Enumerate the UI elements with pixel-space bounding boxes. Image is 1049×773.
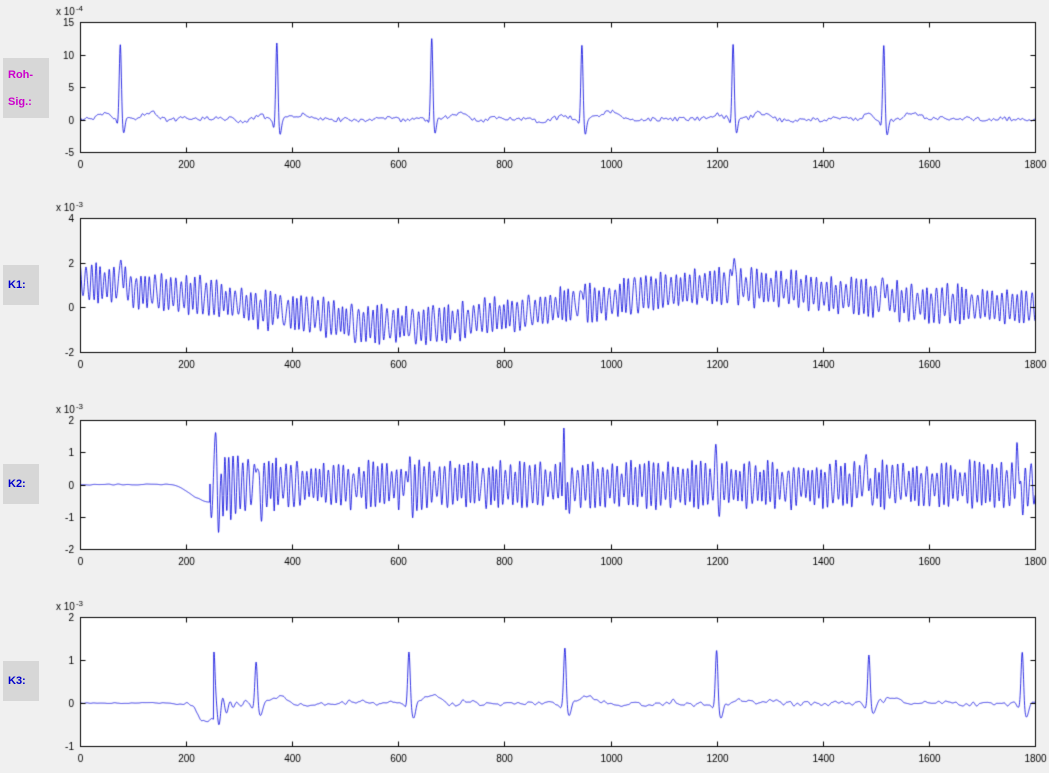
plot-row-roh-sig xyxy=(0,2,1049,176)
k1-plot-canvas xyxy=(0,198,1049,376)
plot-row-k1 xyxy=(0,198,1049,376)
label-k1-text: K1: xyxy=(8,279,26,291)
k3-plot-canvas xyxy=(0,597,1049,770)
plot-row-k3 xyxy=(0,597,1049,770)
roh-sig-plot-canvas xyxy=(0,2,1049,176)
label-roh-line2: Sig.: xyxy=(8,95,32,108)
label-k1: K1: xyxy=(3,265,39,305)
label-k3-text: K3: xyxy=(8,675,26,687)
label-k2: K2: xyxy=(3,464,39,504)
label-k3: K3: xyxy=(3,661,39,701)
k2-plot-canvas xyxy=(0,400,1049,573)
label-roh-line1: Roh- xyxy=(8,68,34,81)
plot-row-k2 xyxy=(0,400,1049,573)
label-roh-sig: Roh- Sig.: xyxy=(3,58,49,118)
label-k2-text: K2: xyxy=(8,478,26,490)
